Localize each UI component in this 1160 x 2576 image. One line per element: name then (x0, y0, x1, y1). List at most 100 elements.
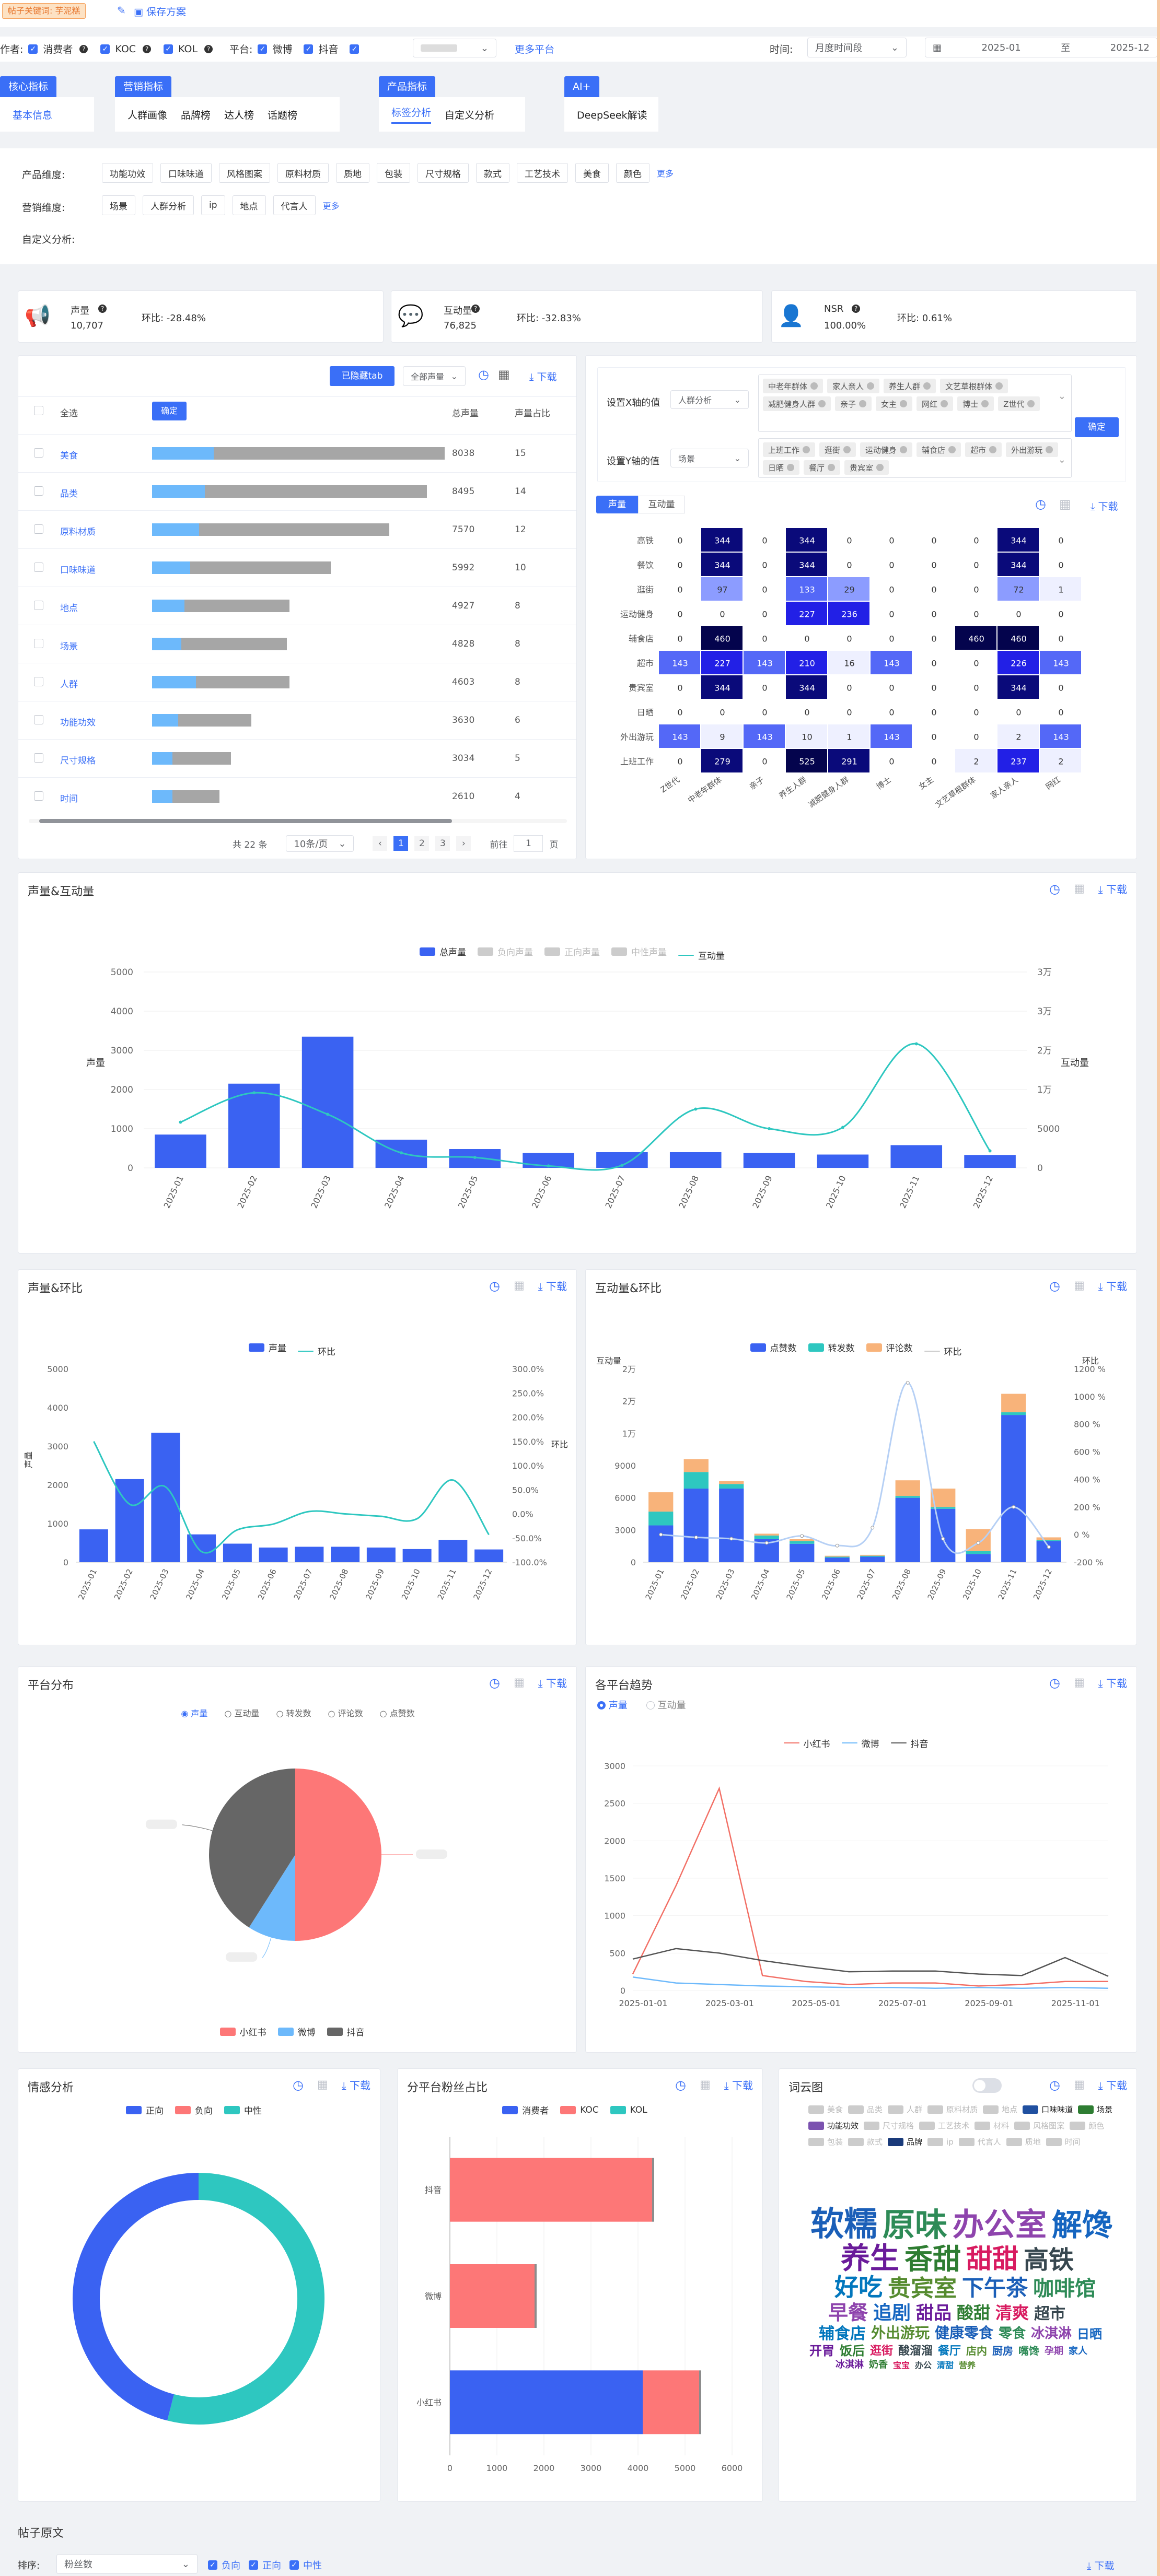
wordcloud-tag[interactable]: 人群 (888, 2104, 922, 2115)
selected-tag[interactable]: 女主 (876, 396, 913, 411)
nav-item[interactable]: 基本信息 (13, 109, 53, 121)
product-tag[interactable]: 质地 (336, 163, 369, 183)
legend-item[interactable]: 正向 (126, 2103, 164, 2116)
selected-tag[interactable]: 减肥健身人群 (763, 396, 831, 411)
close-icon[interactable] (1027, 400, 1035, 407)
close-icon[interactable] (995, 382, 1003, 390)
legend-item[interactable]: 负向声量 (478, 945, 533, 958)
product-tag[interactable]: 功能功效 (102, 163, 153, 183)
history-icon[interactable]: ◷ (1035, 497, 1046, 511)
horizontal-scrollbar[interactable] (29, 818, 567, 824)
legend-item[interactable]: 负向 (175, 2103, 213, 2116)
legend-item[interactable]: KOC (560, 2105, 599, 2115)
row-name[interactable]: 场景 (60, 641, 78, 652)
row-name[interactable]: 尺寸规格 (60, 756, 96, 766)
history-icon[interactable]: ◷ (1049, 881, 1060, 896)
keyword-tag[interactable]: 帖子关键词: 芋泥糕 (2, 3, 86, 19)
close-icon[interactable] (787, 464, 795, 471)
nav-item[interactable]: 自定义分析 (445, 109, 495, 121)
legend-item[interactable]: 评论数 (866, 1341, 913, 1354)
neutral-checkbox[interactable]: ✓ (289, 2560, 299, 2570)
wordcloud-tag[interactable]: 时间 (1046, 2136, 1081, 2147)
wordcloud-tag[interactable]: 品牌 (888, 2136, 922, 2147)
sort-select[interactable]: 粉丝数 ⌄ (56, 2554, 198, 2574)
nav-item[interactable]: 品牌榜 (181, 109, 211, 121)
metric-radio[interactable]: ○ 转发数 (276, 1708, 311, 1718)
legend-item[interactable]: 点赞数 (750, 1341, 797, 1354)
koc-checkbox[interactable]: ✓ (100, 44, 110, 54)
selected-tag[interactable]: 超市 (965, 442, 1002, 457)
close-icon[interactable] (818, 400, 826, 407)
wordcloud-tag[interactable]: 场景 (1078, 2104, 1112, 2115)
close-icon[interactable] (948, 446, 956, 453)
wordcloud-tag[interactable]: 款式 (848, 2136, 883, 2147)
row-name[interactable]: 时间 (60, 794, 78, 804)
legend-item[interactable]: 总声量 (420, 945, 466, 958)
wordcloud-tag[interactable]: 功能功效 (808, 2120, 859, 2131)
selected-tag[interactable]: 上班工作 (763, 442, 816, 457)
row-name[interactable]: 人群 (60, 680, 78, 690)
row-name[interactable]: 地点 (60, 603, 78, 614)
wordcloud-tag[interactable]: ip (927, 2136, 954, 2147)
platform-checkbox[interactable]: ✓ (350, 44, 359, 54)
edit-icon[interactable]: ✎ (117, 4, 126, 17)
nav-item[interactable]: 达人榜 (224, 109, 254, 121)
selected-tag[interactable]: 外出游玩 (1006, 442, 1059, 457)
wordcloud-tag[interactable]: 口味味道 (1023, 2104, 1073, 2115)
row-checkbox[interactable] (34, 639, 43, 648)
select-all-checkbox[interactable] (34, 406, 43, 415)
wordcloud-tag[interactable]: 工艺技术 (919, 2120, 969, 2131)
history-icon[interactable]: ◷ (1049, 2077, 1060, 2092)
douyin-checkbox[interactable]: ✓ (304, 44, 314, 54)
product-tag[interactable]: 款式 (476, 163, 509, 183)
download-button[interactable]: ⤓ 下载 (341, 2079, 370, 2092)
selected-tag[interactable]: 家人亲人 (827, 379, 880, 393)
post-download-button[interactable]: ⤓ 下载 (1087, 2560, 1115, 2572)
close-icon[interactable] (989, 446, 997, 453)
legend-item[interactable]: 正向声量 (544, 945, 600, 958)
close-icon[interactable] (876, 464, 884, 471)
page-2-button[interactable]: 2 (414, 836, 430, 851)
more-product-link[interactable]: 更多 (657, 169, 674, 179)
legend-item[interactable]: KOL (610, 2105, 647, 2115)
download-button[interactable]: ⤓ 下载 (1098, 883, 1127, 896)
close-icon[interactable] (803, 446, 810, 453)
close-icon[interactable] (900, 446, 908, 453)
selected-tag[interactable]: 逛街 (819, 442, 856, 457)
legend-item[interactable]: 环比 (298, 1344, 335, 1357)
weibo-checkbox[interactable]: ✓ (258, 44, 268, 54)
close-icon[interactable] (923, 382, 931, 390)
marketing-tag[interactable]: 人群分析 (143, 195, 194, 215)
wordcloud-tag[interactable]: 风格图案 (1014, 2120, 1064, 2131)
history-icon[interactable]: ◷ (1049, 1675, 1060, 1690)
row-checkbox[interactable] (34, 715, 43, 724)
wordcloud-tag[interactable]: 原料材质 (927, 2104, 978, 2115)
legend-item[interactable]: 转发数 (808, 1341, 855, 1354)
row-checkbox[interactable] (34, 677, 43, 686)
negative-checkbox[interactable]: ✓ (208, 2560, 217, 2570)
product-tag[interactable]: 美食 (575, 163, 609, 183)
wordcloud-tag[interactable]: 代言人 (958, 2136, 1001, 2147)
product-tag[interactable]: 原料材质 (277, 163, 329, 183)
legend-item[interactable]: 抖音 (327, 2025, 365, 2038)
product-tag[interactable]: 颜色 (616, 163, 649, 183)
selected-tag[interactable]: 贵宾室 (844, 460, 889, 475)
y-tags-box[interactable]: 上班工作 逛街 运动健身 辅食店 超市 外出游玩 日晒 餐厅 贵宾室 ⌄ (758, 438, 1072, 478)
selected-tag[interactable]: 运动健身 (860, 442, 913, 457)
wordcloud-toggle[interactable] (972, 2078, 1002, 2093)
legend-item[interactable]: 环比 (924, 1344, 962, 1357)
download-button[interactable]: ⤓ 下载 (1098, 1280, 1127, 1293)
close-icon[interactable] (1046, 446, 1053, 453)
close-icon[interactable] (859, 400, 867, 407)
close-icon[interactable] (828, 464, 836, 471)
row-checkbox[interactable] (34, 524, 43, 534)
close-icon[interactable] (843, 446, 851, 453)
kol-checkbox[interactable]: ✓ (164, 44, 173, 54)
product-tag[interactable]: 口味味道 (160, 163, 212, 183)
radio-volume[interactable]: 声量 (597, 1698, 628, 1712)
legend-item[interactable]: 小红书 (219, 2025, 266, 2038)
volume-select[interactable]: 全部声量 ⌄ (403, 366, 466, 386)
page-1-button[interactable]: 1 (393, 836, 409, 851)
tab-interaction[interactable]: 互动量 (638, 496, 685, 513)
legend-item[interactable]: 微博 (277, 2025, 316, 2038)
